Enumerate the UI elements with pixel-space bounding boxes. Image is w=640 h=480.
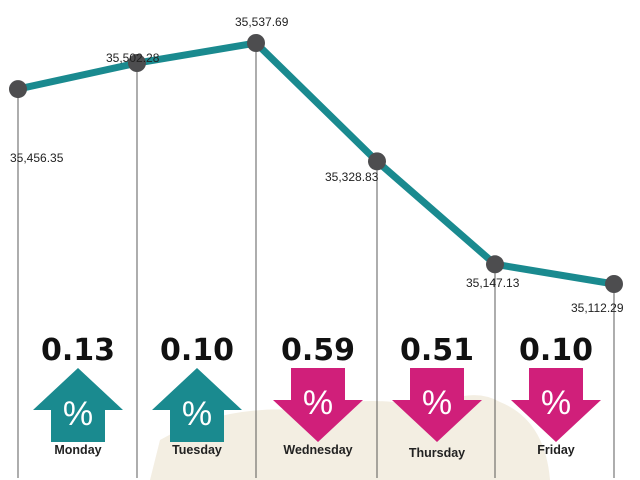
change-block-monday: 0.13% Monday	[33, 333, 123, 457]
change-block-thursday: 0.51% Thursday	[392, 333, 482, 460]
day-label: Monday	[54, 443, 101, 457]
point-value-labels: 35,456.35 35,502.28 35,537.69 35,328.83 35,1…	[10, 15, 624, 315]
day-label: Thursday	[409, 446, 465, 460]
day-label: Tuesday	[172, 443, 222, 457]
daily-change-panel: 0.13%Monday0.10%Tuesday0.59%Wednesday0.5…	[33, 333, 601, 460]
series-line	[14, 39, 618, 288]
change-block-tuesday: 0.10% Tuesday	[152, 333, 242, 457]
value-label-2: 35,537.69	[235, 15, 289, 29]
point-marker-4	[486, 255, 504, 274]
value-label-1: 35,502.28	[106, 51, 160, 65]
percent-symbol: %	[182, 395, 212, 433]
point-markers	[9, 34, 623, 293]
up-arrow-icon	[33, 368, 123, 442]
percent-symbol: %	[303, 384, 333, 422]
point-marker-5	[605, 275, 623, 293]
change-value: 0.51	[400, 333, 474, 368]
down-arrow-icon	[392, 368, 482, 442]
index-line-series	[14, 39, 618, 288]
down-arrow-icon	[273, 368, 363, 442]
value-label-3: 35,328.83	[325, 170, 379, 184]
point-marker-2	[247, 34, 265, 52]
point-marker-1	[128, 54, 146, 73]
change-value: 0.10	[519, 333, 593, 368]
change-value: 0.10	[160, 333, 234, 368]
vertical-grid-lines	[17, 51, 615, 478]
change-block-wednesday: 0.59% Wednesday	[273, 333, 363, 457]
up-arrow-icon	[152, 368, 242, 442]
point-marker-3	[368, 152, 386, 171]
value-label-0: 35,456.35	[10, 151, 64, 165]
change-value: 0.59	[281, 333, 355, 368]
value-label-5: 35,112.29	[571, 301, 624, 315]
value-label-4: 35,147.13	[466, 276, 520, 290]
percent-symbol: %	[541, 384, 571, 422]
down-arrow-icon	[511, 368, 601, 442]
percent-symbol: %	[63, 395, 93, 433]
change-value: 0.13	[41, 333, 115, 368]
day-label: Wednesday	[283, 443, 352, 457]
change-block-friday: 0.10% Friday	[511, 333, 601, 457]
day-label: Friday	[537, 443, 575, 457]
percent-symbol: %	[422, 384, 452, 422]
point-marker-0	[9, 80, 27, 99]
